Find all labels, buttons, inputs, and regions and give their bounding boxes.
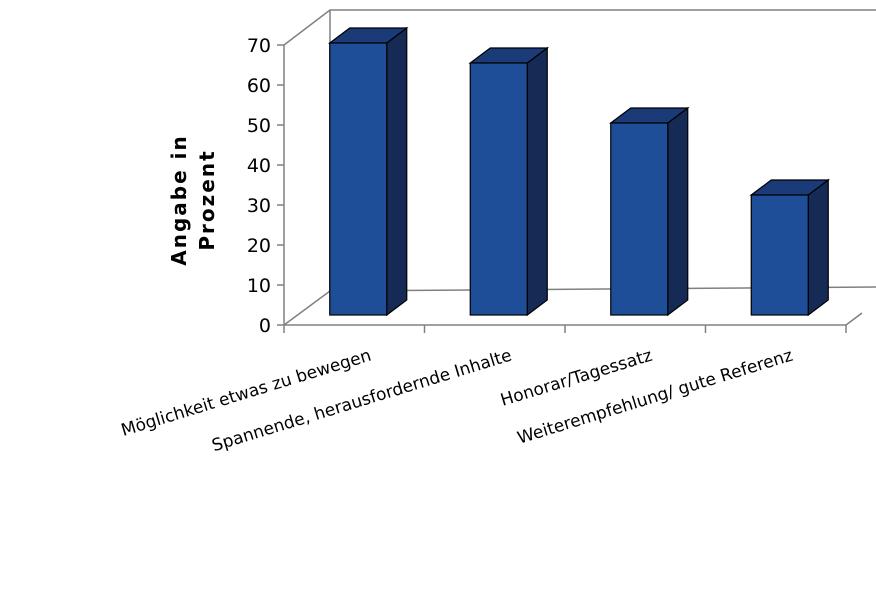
x-axis-ticks (283, 325, 847, 333)
y-tick-label: 50 (247, 115, 271, 137)
y-tick-label: 40 (247, 155, 271, 177)
bar-front-face (750, 194, 809, 316)
category-label: Weiterempfehlung/ gute Referenz (515, 346, 795, 449)
bar-front-face (329, 42, 388, 316)
bar-front-face (610, 122, 669, 316)
y-axis-title-line-2: Prozent (195, 149, 219, 250)
bar-side-face (386, 26, 408, 317)
y-tick-label: 10 (247, 275, 271, 297)
y-tick-label: 30 (247, 195, 271, 217)
y-tick-label: 0 (259, 315, 271, 337)
bar (468, 46, 550, 317)
bar (749, 178, 831, 317)
y-tick-label: 60 (247, 75, 271, 97)
bars-group (327, 26, 831, 317)
y-tick-label: 70 (247, 35, 271, 57)
bar-side-face (807, 178, 829, 317)
y-tick-label: 20 (247, 235, 271, 257)
bar (608, 106, 690, 317)
bar-side-face (526, 46, 548, 317)
bar-front-face (469, 62, 528, 316)
bar-side-face (667, 106, 689, 317)
y-axis-title-line-1: Angabe in (167, 134, 191, 265)
y-axis-ticks: 0 10 20 30 40 50 60 70 (247, 35, 284, 337)
bar (327, 26, 409, 317)
floor-right-edge (845, 312, 863, 326)
